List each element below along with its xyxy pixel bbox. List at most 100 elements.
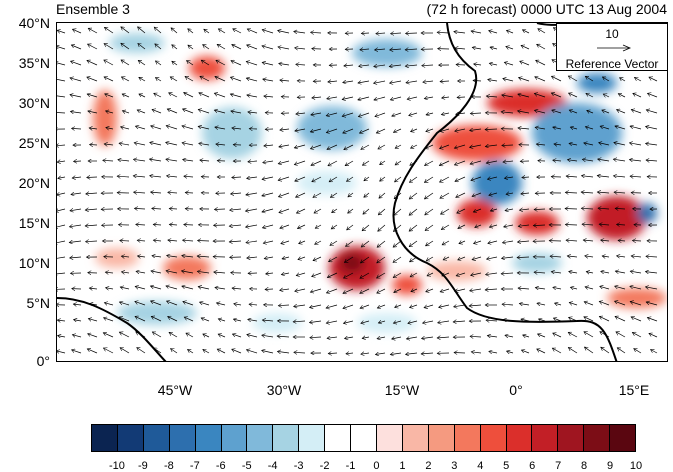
wind-vector xyxy=(57,241,65,243)
wind-vector xyxy=(583,240,593,241)
wind-vector xyxy=(58,177,65,178)
wind-vector xyxy=(247,29,257,33)
wind-vector xyxy=(393,129,401,132)
wind-vector xyxy=(232,45,241,50)
wind-vector xyxy=(439,161,449,166)
wind-vector xyxy=(262,46,273,49)
wind-vector xyxy=(182,126,193,129)
wind-vector xyxy=(442,241,449,245)
wind-vector xyxy=(232,349,241,353)
wind-vector xyxy=(87,60,97,65)
wind-vector xyxy=(472,257,481,260)
wind-vector xyxy=(568,332,577,337)
wind-vector xyxy=(426,241,434,246)
wind-vector xyxy=(649,77,657,81)
wind-vector xyxy=(361,33,369,34)
wind-vector xyxy=(502,257,514,258)
wind-vector xyxy=(121,77,129,81)
wind-vector xyxy=(310,289,321,292)
wind-vector xyxy=(407,97,417,99)
wind-vector xyxy=(503,161,513,162)
wind-vector xyxy=(119,302,129,305)
lat-label-35n: 35°N xyxy=(0,55,50,71)
wind-vector xyxy=(378,145,385,149)
wind-vector xyxy=(246,61,257,65)
wind-vector xyxy=(185,76,193,81)
wind-vector xyxy=(168,192,177,193)
wind-vector xyxy=(232,177,241,178)
wind-vector xyxy=(278,161,289,164)
wind-vector xyxy=(342,97,353,100)
wind-vector xyxy=(216,303,225,305)
wind-vector xyxy=(581,192,593,193)
wind-vector xyxy=(395,145,401,148)
wind-vector xyxy=(166,126,177,129)
lat-label-0: 0° xyxy=(0,353,50,369)
wind-vector xyxy=(489,31,497,33)
wind-vector xyxy=(518,288,529,289)
wind-vector xyxy=(471,352,481,353)
colorbar-cell xyxy=(170,425,196,451)
wind-vector xyxy=(152,332,161,337)
wind-vector xyxy=(184,225,193,226)
wind-vector xyxy=(343,305,353,308)
wind-vector xyxy=(410,257,418,262)
wind-vector xyxy=(501,273,513,274)
wind-vector xyxy=(519,78,530,82)
wind-vector xyxy=(647,93,657,97)
wind-vector xyxy=(344,65,353,66)
wind-vector xyxy=(599,316,609,321)
wind-vector xyxy=(263,161,273,163)
wind-vector xyxy=(171,349,178,354)
wind-vector xyxy=(214,209,225,210)
wind-vector xyxy=(409,193,417,199)
wind-vector xyxy=(88,319,97,321)
wind-vector xyxy=(138,60,145,65)
wind-vector xyxy=(167,256,177,258)
wind-vector xyxy=(70,209,81,211)
wind-vector xyxy=(630,176,641,177)
wind-vector xyxy=(634,77,641,81)
wind-vector xyxy=(391,33,402,34)
wind-vector xyxy=(172,45,177,49)
wind-vector xyxy=(601,240,609,241)
wind-vector xyxy=(248,161,257,162)
wind-vector xyxy=(103,348,113,353)
wind-vector xyxy=(331,225,337,229)
wind-vector xyxy=(551,272,561,273)
wind-vector xyxy=(263,79,273,81)
wind-vector xyxy=(264,145,273,146)
wind-vector xyxy=(584,302,593,305)
wind-vector xyxy=(169,209,177,210)
wind-vector xyxy=(135,286,145,289)
wind-vector xyxy=(105,272,113,273)
lat-label-25n: 25°N xyxy=(0,135,50,151)
wind-vector xyxy=(581,176,593,177)
wind-vector xyxy=(327,337,337,338)
wind-vector xyxy=(215,77,225,82)
wind-vector xyxy=(394,209,401,215)
wind-vector xyxy=(376,129,385,133)
wind-vector xyxy=(104,303,113,305)
lon-label-45w: 45°W xyxy=(145,382,205,398)
wind-vector xyxy=(411,145,418,148)
wind-vector xyxy=(613,159,625,161)
wind-vector xyxy=(57,209,65,211)
wind-vector xyxy=(103,160,113,161)
wind-vector xyxy=(294,161,305,165)
wind-vector xyxy=(120,348,129,353)
wind-vector xyxy=(74,320,82,321)
wind-vector xyxy=(486,273,498,275)
wind-vector xyxy=(343,81,353,83)
wind-vector xyxy=(167,109,177,113)
wind-vector xyxy=(57,46,65,49)
wind-vector xyxy=(138,27,146,33)
wind-vector xyxy=(229,241,241,242)
wind-vector xyxy=(617,110,626,113)
wind-vector xyxy=(182,286,193,289)
wind-vector xyxy=(69,241,81,243)
wind-vector xyxy=(247,335,257,338)
wind-vector xyxy=(262,209,273,212)
wind-vector xyxy=(294,305,305,307)
wind-vector xyxy=(137,348,145,354)
